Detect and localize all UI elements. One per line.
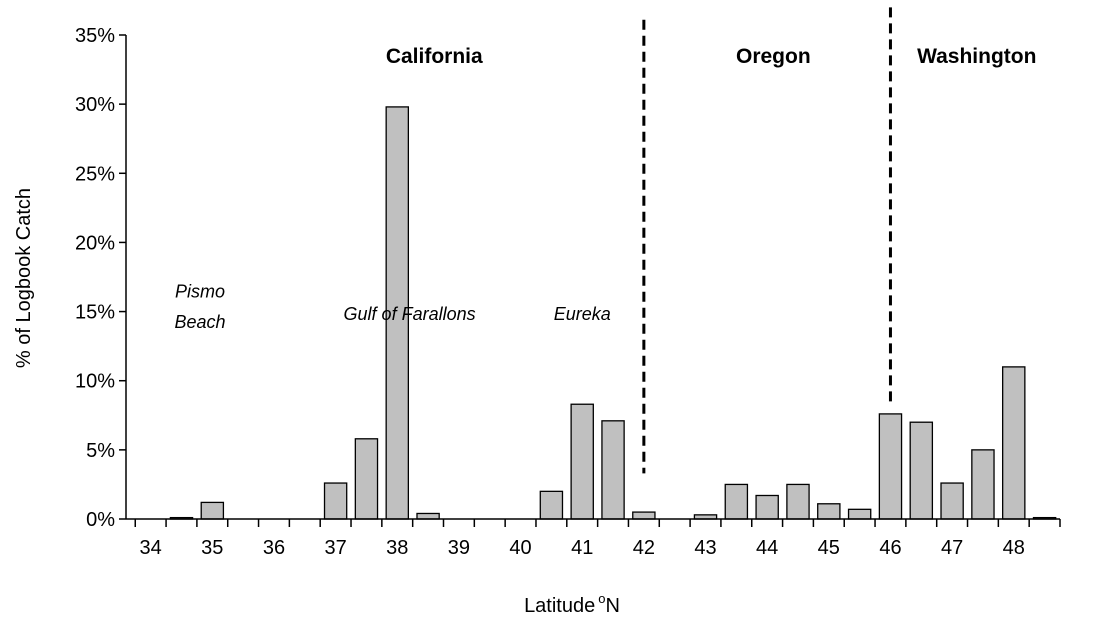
x-tick-label: 39	[448, 537, 470, 559]
state-dividers	[642, 7, 892, 474]
x-tick-label: 36	[263, 537, 285, 559]
place-annotation: Beach	[174, 312, 225, 332]
x-tick-label: 45	[818, 537, 840, 559]
place-annotation: Pismo	[175, 282, 225, 302]
y-tick-label: 20%	[75, 232, 115, 254]
bar	[601, 420, 625, 520]
region-label: Washington	[917, 45, 1036, 68]
bar	[570, 403, 594, 520]
x-axis-ticks: 34 35 36 37 38 39 40 41 42 43 44 45 46 47 48	[134, 519, 1061, 559]
y-axis-ticks: 0% 5% 10% 15% 20% 25% 30% 35%	[75, 25, 126, 531]
bar	[200, 501, 225, 520]
y-tick-label: 15%	[75, 302, 115, 324]
x-axis-title: Latitude oN	[524, 591, 620, 617]
bar	[755, 494, 779, 520]
y-tick-label: 0%	[86, 509, 115, 531]
region-label: California	[386, 45, 483, 68]
x-tick-label: 34	[140, 537, 162, 559]
bar	[817, 503, 841, 520]
bar	[1002, 366, 1026, 520]
bar	[847, 508, 872, 520]
y-tick-label: 30%	[75, 94, 115, 116]
place-annotations: Pismo Beach Gulf of Farallons Eureka	[174, 282, 610, 332]
x-tick-label: 35	[201, 537, 223, 559]
bars-layer	[169, 106, 1057, 520]
x-axis-title-suffix: N	[605, 595, 619, 617]
bar	[940, 482, 964, 520]
place-annotation: Eureka	[554, 304, 611, 324]
bar	[971, 449, 995, 520]
bar	[354, 438, 379, 520]
bar	[323, 482, 348, 520]
x-axis-title-superscript: o	[598, 591, 605, 606]
x-axis-title-main: Latitude	[524, 595, 595, 617]
y-axis-title: % of Logbook Catch	[13, 188, 35, 368]
x-tick-label: 37	[324, 537, 346, 559]
x-tick-label: 41	[571, 537, 593, 559]
bar	[416, 512, 440, 520]
x-tick-label: 43	[694, 537, 716, 559]
bar	[878, 413, 903, 520]
y-tick-label: 35%	[75, 25, 115, 47]
y-tick-label: 25%	[75, 163, 115, 185]
x-tick-label: 40	[509, 537, 531, 559]
x-tick-label: 47	[941, 537, 963, 559]
region-labels: California Oregon Washington	[386, 45, 1037, 68]
region-label: Oregon	[736, 45, 811, 68]
x-tick-label: 38	[386, 537, 408, 559]
y-tick-label: 5%	[86, 440, 115, 462]
y-tick-label: 10%	[75, 371, 115, 393]
bar	[539, 490, 564, 520]
bar	[724, 483, 749, 520]
x-tick-label: 42	[633, 537, 655, 559]
bar	[632, 511, 656, 520]
place-annotation: Gulf of Farallons	[344, 304, 476, 324]
bar	[786, 483, 810, 520]
bar	[909, 421, 934, 520]
x-tick-label: 48	[1003, 537, 1025, 559]
x-tick-label: 46	[879, 537, 901, 559]
x-tick-label: 44	[756, 537, 778, 559]
